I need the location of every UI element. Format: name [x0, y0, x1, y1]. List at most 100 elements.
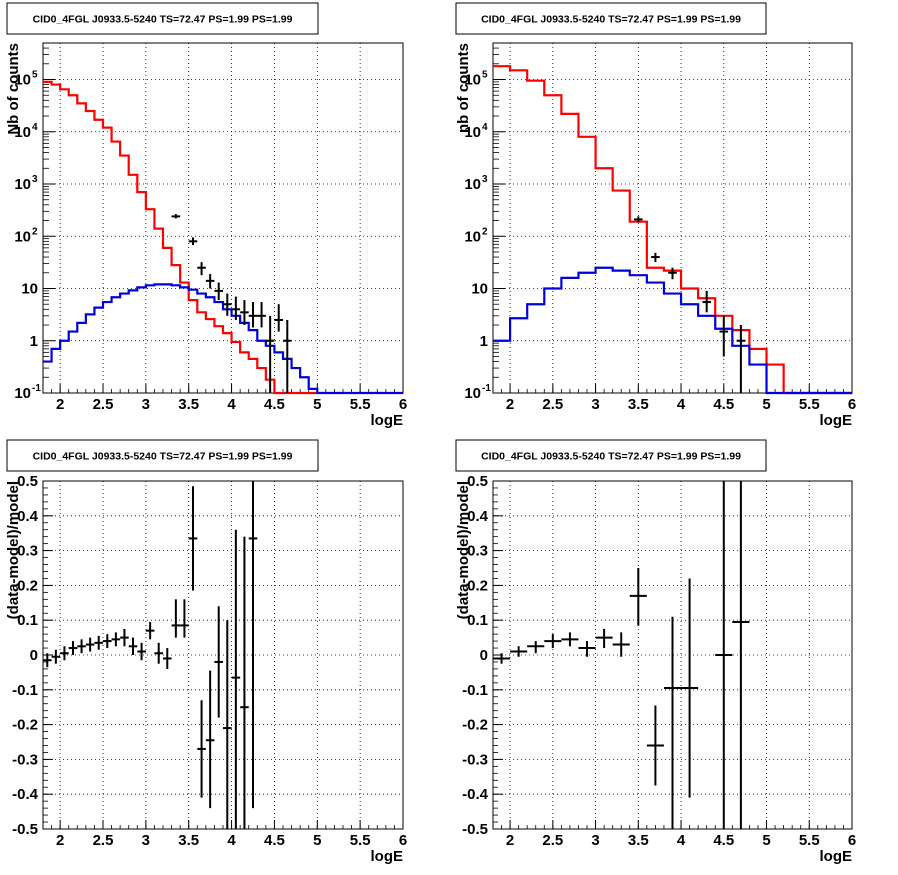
y-tick-label: 0.4 — [17, 508, 39, 525]
y-tick-label: -0.1 — [462, 682, 488, 699]
chart-panel-bottom-left: CID0_4FGL J0933.5-5240 TS=72.47 PS=1.99 … — [5, 439, 407, 865]
data-point — [634, 216, 643, 223]
data-point — [188, 486, 198, 591]
x-tick-label: 3 — [591, 396, 599, 413]
x-tick-label: 2.5 — [542, 832, 563, 849]
data-point — [197, 700, 206, 798]
total-model-histogram — [43, 80, 318, 395]
y-tick-exponent: -1 — [32, 383, 41, 394]
y-tick-label: 0.1 — [17, 612, 38, 629]
data-point — [257, 302, 266, 328]
y-tick-exponent: 5 — [482, 70, 488, 81]
data-point — [223, 293, 232, 316]
y-tick-label: -0.2 — [462, 717, 488, 734]
x-tick-label: 5 — [762, 832, 770, 849]
x-tick-label: 6 — [848, 396, 856, 413]
chart-title: CID0_4FGL J0933.5-5240 TS=72.47 PS=1.99 … — [33, 14, 293, 26]
y-tick-label: 10 — [14, 385, 31, 402]
x-tick-label: 4 — [677, 396, 686, 413]
data-point — [120, 628, 129, 647]
y-tick-label: 10 — [14, 72, 31, 89]
y-tick-exponent: 3 — [32, 174, 38, 185]
data-point — [214, 606, 223, 718]
y-tick-exponent: 2 — [32, 226, 38, 237]
y-tick-label: 10 — [14, 124, 31, 141]
data-point — [43, 653, 52, 668]
chart-panel-top-right: CID0_4FGL J0933.5-5240 TS=72.47 PS=1.99 … — [455, 2, 856, 429]
data-point — [214, 282, 223, 301]
x-tick-label: 4 — [227, 396, 236, 413]
data-point — [180, 599, 189, 638]
data-point — [578, 641, 596, 657]
y-tick-label: 1 — [480, 333, 488, 350]
x-tick-label: 3 — [591, 832, 599, 849]
x-tick-label: 4.5 — [264, 832, 285, 849]
data-point — [197, 262, 206, 276]
data-point — [77, 639, 86, 654]
x-tick-label: 5 — [313, 832, 321, 849]
x-tick-label: 4.5 — [264, 396, 285, 413]
data-point — [736, 325, 746, 393]
data-point — [205, 273, 215, 289]
x-axis-label: logE — [820, 412, 853, 429]
data-point — [561, 632, 579, 647]
data-point — [715, 481, 733, 829]
x-tick-label: 3.5 — [628, 832, 649, 849]
x-tick-label: 5.5 — [350, 396, 371, 413]
data-point — [732, 481, 750, 829]
y-tick-label: 0.4 — [467, 508, 489, 525]
x-tick-label: 4.5 — [713, 396, 734, 413]
x-tick-label: 2.5 — [93, 396, 114, 413]
data-point — [231, 529, 241, 829]
data-point — [629, 568, 647, 626]
data-point — [51, 649, 61, 664]
y-tick-label: 10 — [464, 385, 481, 402]
title-box — [455, 439, 767, 472]
data-point — [171, 599, 181, 638]
y-tick-label: 0.1 — [467, 612, 488, 629]
y-tick-label: 10 — [14, 228, 31, 245]
y-tick-label: 10 — [21, 281, 38, 298]
data-point — [248, 302, 258, 328]
x-tick-label: 5.5 — [799, 396, 820, 413]
data-point — [103, 634, 112, 649]
y-tick-label: 0.5 — [467, 473, 488, 490]
y-tick-label: -0.2 — [12, 717, 38, 734]
x-tick-label: 3 — [142, 396, 150, 413]
y-tick-exponent: 2 — [482, 226, 488, 237]
data-point — [493, 653, 511, 664]
source-model-histogram — [493, 266, 852, 395]
x-tick-label: 6 — [399, 396, 407, 413]
y-tick-label: 0.5 — [17, 473, 38, 490]
source-model-histogram — [43, 283, 403, 395]
y-tick-exponent: 4 — [32, 122, 38, 133]
x-tick-label: 5 — [313, 396, 321, 413]
x-tick-label: 4.5 — [713, 832, 734, 849]
y-tick-label: 0.3 — [17, 543, 38, 560]
y-tick-label: 10 — [471, 281, 488, 298]
data-point — [668, 267, 677, 280]
y-tick-label: 0.2 — [467, 577, 488, 594]
data-point — [283, 319, 292, 393]
x-axis-label: logE — [371, 848, 404, 865]
x-tick-label: 2 — [56, 396, 64, 413]
data-point — [240, 536, 249, 829]
data-point — [171, 214, 181, 219]
x-tick-label: 2.5 — [93, 832, 114, 849]
y-tick-label: -0.4 — [462, 786, 489, 803]
x-tick-label: 4 — [227, 832, 236, 849]
data-point — [274, 304, 283, 332]
y-tick-label: 10 — [464, 176, 481, 193]
y-tick-label: -0.1 — [12, 682, 38, 699]
y-axis-label: (data-model)/model — [455, 481, 472, 619]
x-tick-label: 5 — [762, 396, 770, 413]
data-point — [595, 628, 613, 649]
y-tick-label: -0.3 — [12, 751, 38, 768]
data-point — [663, 616, 682, 829]
data-point — [85, 637, 95, 652]
total-model-histogram — [493, 65, 852, 395]
data-point — [719, 315, 729, 357]
y-tick-label: 0.3 — [467, 543, 488, 560]
x-tick-label: 3 — [142, 832, 150, 849]
